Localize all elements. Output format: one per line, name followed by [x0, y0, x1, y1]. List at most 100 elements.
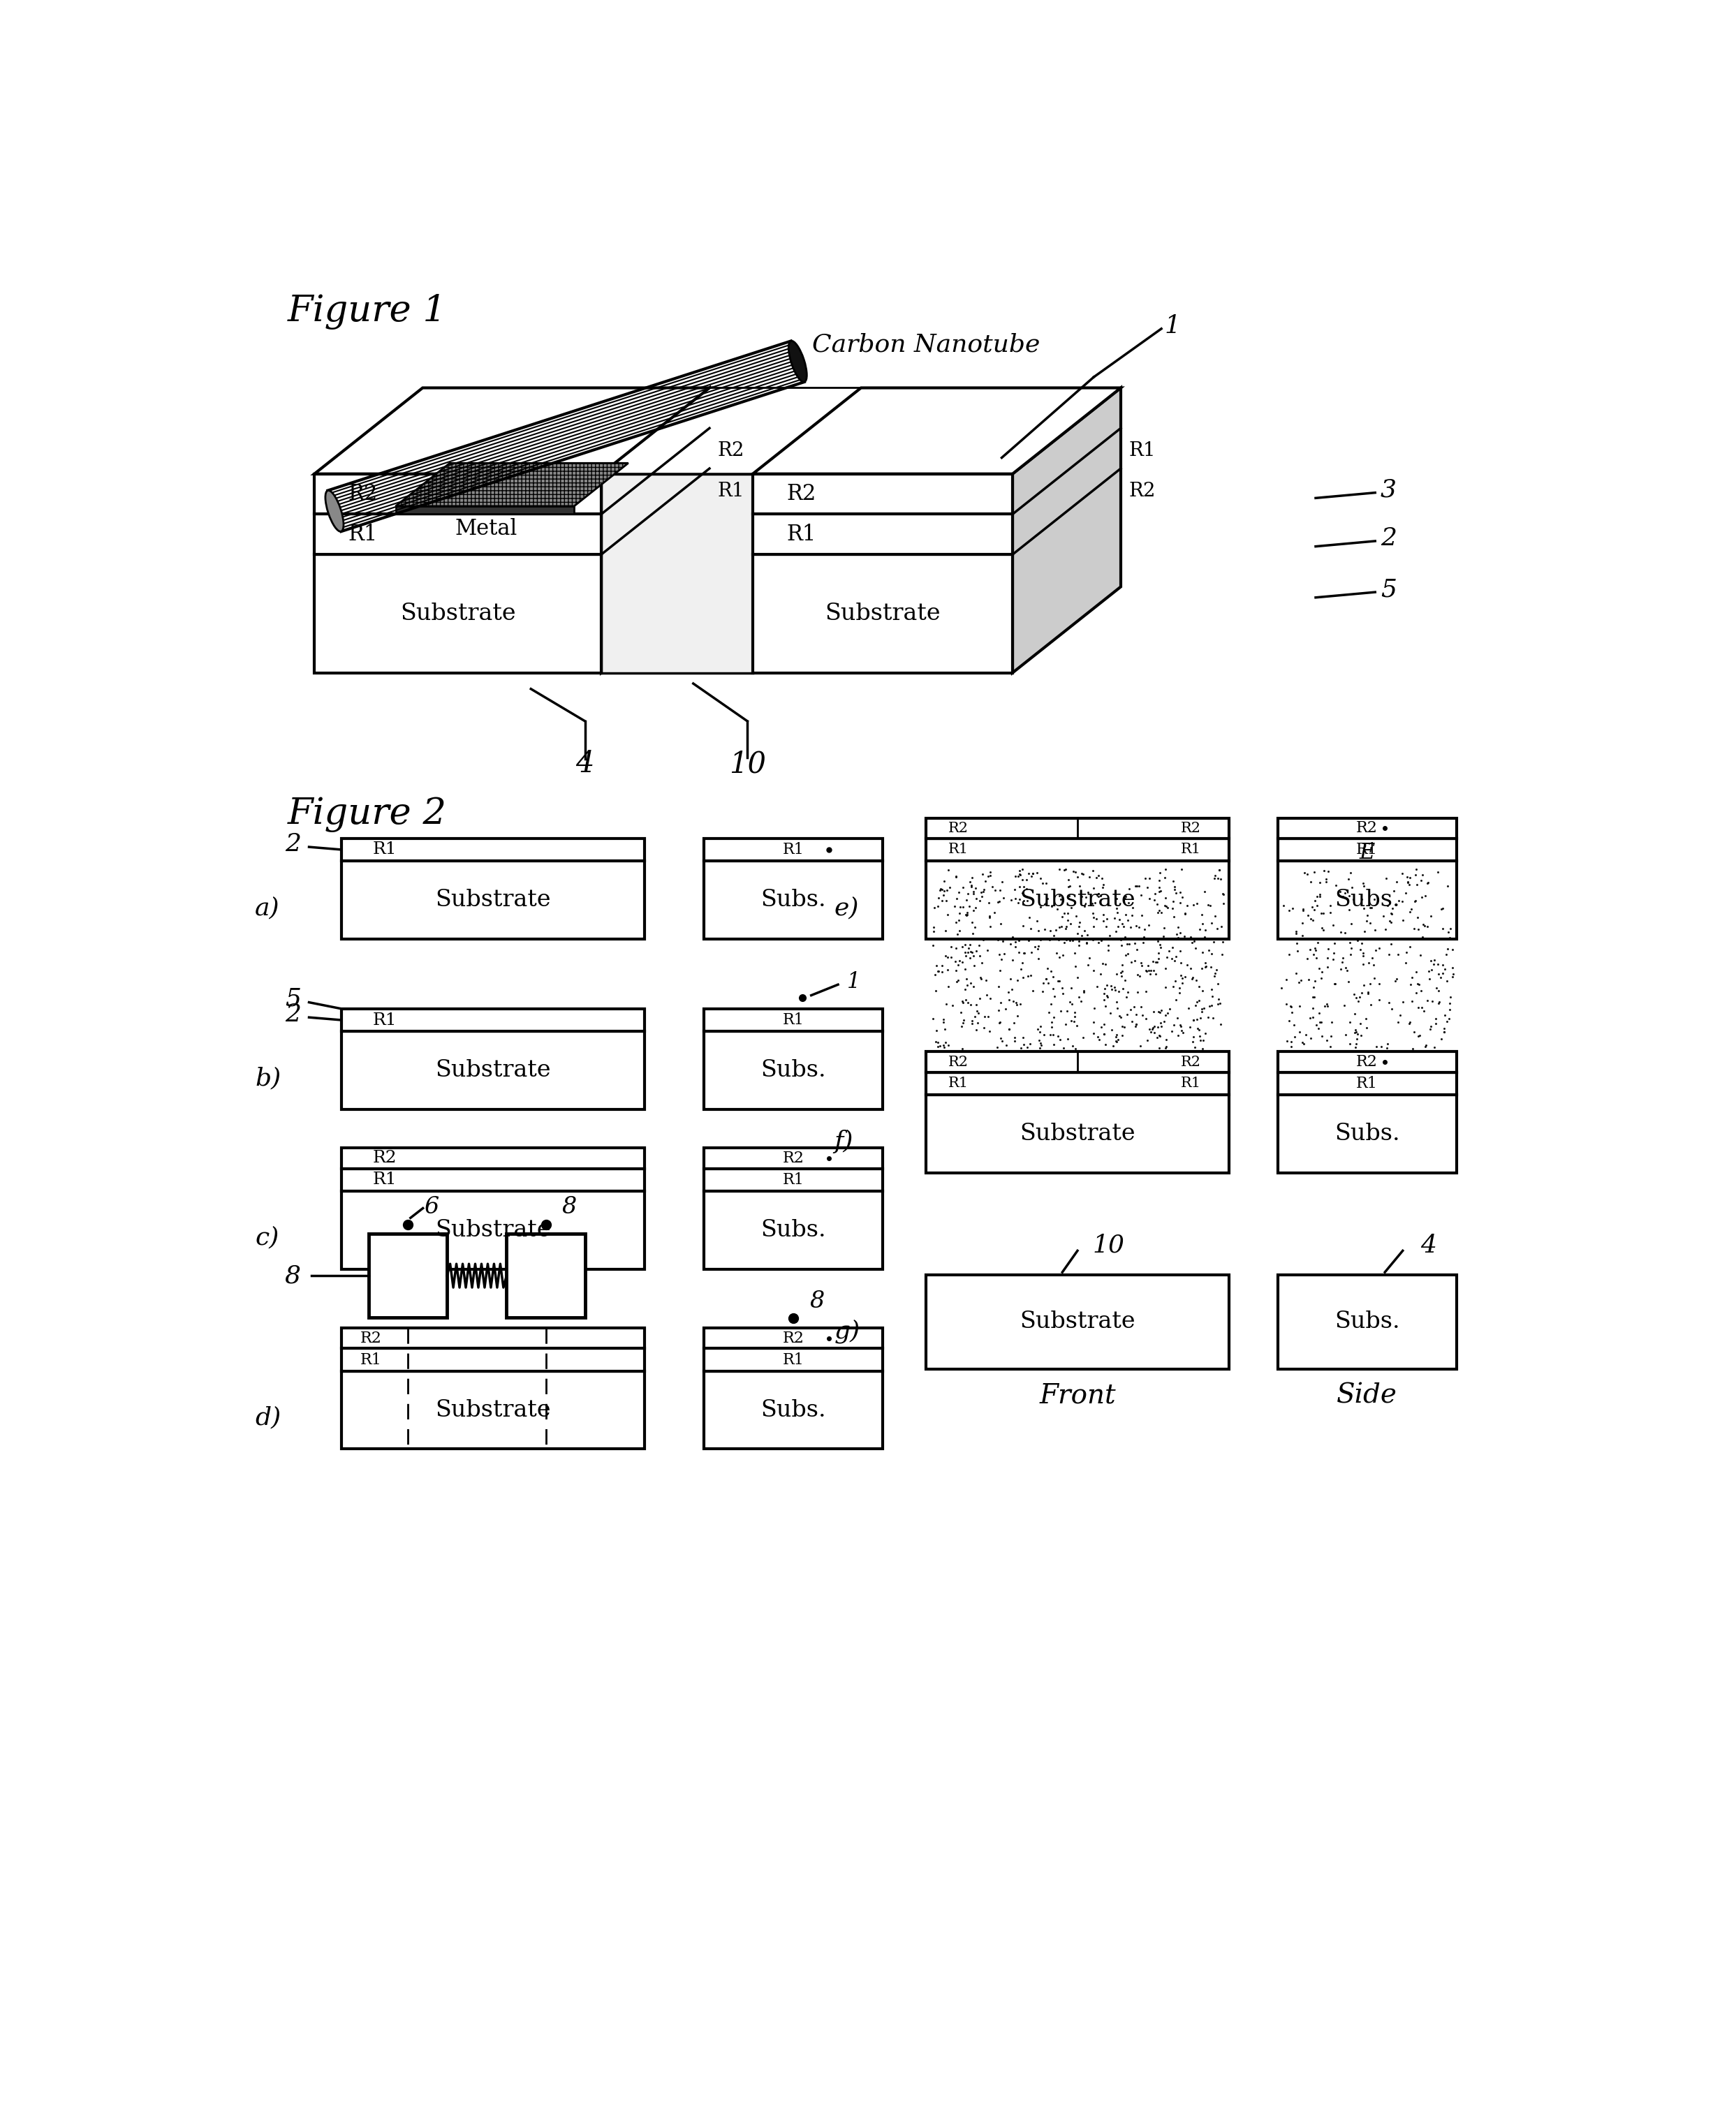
Bar — [1278, 1073, 1457, 1094]
Polygon shape — [601, 389, 710, 674]
Text: R2: R2 — [1356, 819, 1378, 836]
Bar — [925, 862, 1229, 940]
Text: 4: 4 — [576, 750, 594, 779]
Text: R1: R1 — [1180, 1077, 1201, 1090]
Bar — [1278, 838, 1457, 862]
Text: R1: R1 — [948, 1077, 969, 1090]
Text: R1: R1 — [1180, 843, 1201, 855]
Text: Carbon Nanotube: Carbon Nanotube — [812, 334, 1040, 357]
Bar — [925, 1276, 1229, 1369]
Bar — [314, 555, 601, 674]
Bar — [925, 1073, 1229, 1094]
Text: R2: R2 — [1180, 822, 1201, 834]
Text: R1: R1 — [373, 841, 398, 857]
Text: R2: R2 — [1356, 1054, 1378, 1069]
Text: R2: R2 — [783, 1331, 804, 1345]
Text: 2: 2 — [1380, 526, 1397, 551]
Text: R2: R2 — [373, 1151, 398, 1166]
Text: R1: R1 — [786, 524, 816, 545]
Text: R1: R1 — [783, 843, 804, 857]
Ellipse shape — [788, 340, 807, 382]
Text: R2: R2 — [717, 441, 745, 460]
Bar — [368, 1233, 446, 1318]
Polygon shape — [396, 463, 628, 507]
Bar — [342, 1168, 644, 1191]
Text: 4: 4 — [1420, 1233, 1437, 1257]
Bar — [925, 1094, 1229, 1172]
Text: 1: 1 — [1165, 315, 1180, 338]
Polygon shape — [601, 473, 753, 674]
Text: d): d) — [255, 1407, 281, 1430]
Text: R1: R1 — [1356, 1075, 1378, 1092]
Bar — [705, 1010, 882, 1031]
Bar — [705, 862, 882, 940]
Text: Figure 2: Figure 2 — [288, 796, 446, 832]
Text: R2: R2 — [1128, 482, 1156, 501]
Bar — [753, 513, 1012, 555]
Bar — [753, 473, 1012, 513]
Text: R1: R1 — [783, 1012, 804, 1029]
Text: Front: Front — [1040, 1383, 1116, 1409]
Text: Substrate: Substrate — [436, 1219, 550, 1242]
Bar — [507, 1233, 585, 1318]
Text: c): c) — [255, 1225, 279, 1250]
Text: b): b) — [255, 1067, 281, 1090]
Bar — [342, 838, 644, 862]
Bar — [314, 513, 601, 555]
Text: g): g) — [833, 1320, 859, 1343]
Text: Substrate: Substrate — [436, 1398, 550, 1421]
Text: Substrate: Substrate — [436, 889, 550, 910]
Text: Subs.: Subs. — [1335, 1312, 1399, 1333]
Text: Figure 1: Figure 1 — [288, 294, 446, 329]
Text: R1: R1 — [349, 524, 378, 545]
Bar — [342, 1328, 644, 1350]
Bar — [925, 1052, 1229, 1073]
Polygon shape — [1012, 389, 1121, 674]
Text: Subs.: Subs. — [1335, 889, 1399, 910]
Text: Substrate: Substrate — [825, 602, 941, 625]
Text: R2: R2 — [786, 484, 816, 505]
Text: Substrate: Substrate — [1019, 889, 1135, 910]
Text: Substrate: Substrate — [1019, 1312, 1135, 1333]
Bar — [753, 555, 1012, 674]
Polygon shape — [314, 389, 710, 473]
Text: R1: R1 — [373, 1012, 398, 1029]
Text: 2: 2 — [285, 832, 300, 855]
Text: R1: R1 — [783, 1172, 804, 1187]
Text: Metal: Metal — [455, 517, 517, 541]
Bar — [342, 862, 644, 940]
Text: Subs.: Subs. — [760, 1398, 826, 1421]
Bar — [1278, 1276, 1457, 1369]
Text: 5: 5 — [285, 986, 300, 1012]
Bar — [925, 817, 1229, 838]
Polygon shape — [753, 389, 1121, 473]
Text: R2: R2 — [1180, 1056, 1201, 1069]
Text: R2: R2 — [948, 822, 969, 834]
Text: Subs.: Subs. — [760, 889, 826, 910]
Bar — [705, 1149, 882, 1168]
Bar — [342, 1031, 644, 1109]
Text: Substrate: Substrate — [1019, 1124, 1135, 1145]
Text: 2: 2 — [285, 1003, 300, 1026]
Text: R1: R1 — [717, 482, 745, 501]
Text: a): a) — [255, 895, 279, 919]
Text: f): f) — [833, 1130, 852, 1153]
Text: R2: R2 — [361, 1331, 382, 1345]
Text: e): e) — [833, 895, 859, 919]
Bar — [705, 1031, 882, 1109]
Text: R2: R2 — [948, 1056, 969, 1069]
Bar — [705, 1371, 882, 1449]
Bar — [705, 838, 882, 862]
Text: 8: 8 — [809, 1290, 825, 1312]
Text: 5: 5 — [1380, 577, 1397, 602]
Text: R2: R2 — [783, 1151, 804, 1166]
Text: Side: Side — [1337, 1383, 1397, 1409]
Ellipse shape — [325, 490, 344, 532]
Text: Substrate: Substrate — [436, 1058, 550, 1081]
Bar — [396, 507, 575, 513]
Text: Subs.: Subs. — [760, 1058, 826, 1081]
Text: R1: R1 — [1356, 843, 1378, 857]
Bar — [1278, 1052, 1457, 1073]
Polygon shape — [601, 389, 861, 473]
Text: R1: R1 — [948, 843, 969, 855]
